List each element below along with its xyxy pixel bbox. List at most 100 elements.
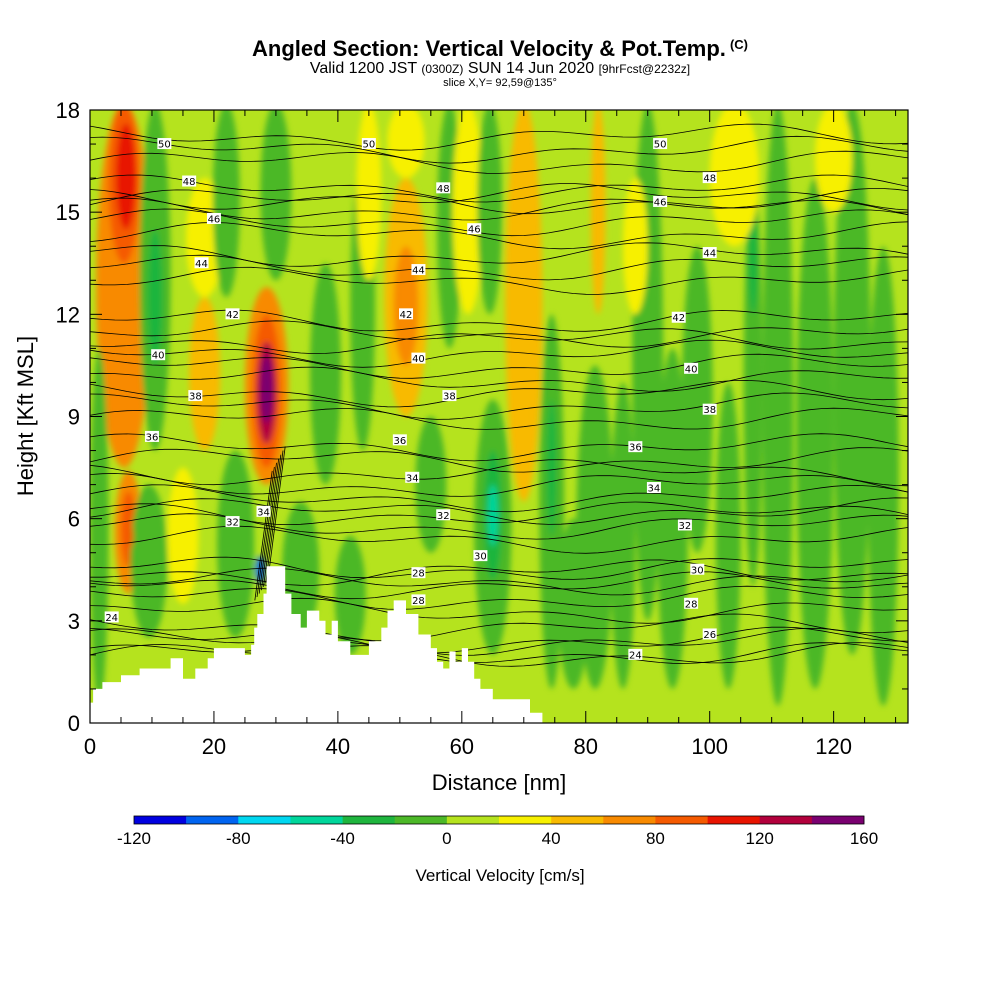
- isentrope-40-0: [90, 366, 908, 392]
- slope-isentrope-1: [256, 466, 275, 598]
- y-tick-label: 6: [68, 507, 80, 532]
- isentrope-label-text: 38: [703, 405, 716, 416]
- isentrope-40-2: [90, 339, 908, 368]
- isentrope-label-32-1: 32: [436, 509, 451, 522]
- isentrope-label-text: 32: [226, 518, 239, 529]
- isentrope-40-1: [90, 353, 908, 379]
- isentrope-label-text: 28: [412, 569, 425, 580]
- isentrope-40-3: [90, 328, 908, 355]
- colorbar: -120 -80 -40 0 40 80 120 160: [117, 815, 878, 848]
- colorbar-swatch-8: [551, 816, 604, 824]
- isentrope-label-38-2: 38: [702, 403, 717, 416]
- isentrope-28-1: [90, 585, 908, 610]
- velocity-cell-19: [309, 263, 341, 485]
- isentrope-label-text: 44: [703, 249, 716, 260]
- velocity-cell-53: [709, 110, 760, 247]
- colorbar-swatch-11: [707, 816, 761, 824]
- isentrope-label-34-1: 34: [405, 471, 420, 484]
- isentrope-label-text: 44: [195, 259, 208, 270]
- isentrope-38-0: [90, 407, 908, 430]
- chart-slice-info: slice X,Y= 92,59@135°: [443, 77, 557, 89]
- velocity-cell-17: [260, 110, 292, 281]
- isentrope-label-38-1: 38: [442, 390, 457, 403]
- velocity-cell-7: [130, 484, 168, 638]
- slope-isentrope-6: [267, 446, 286, 581]
- colorbar-tick-label: 80: [646, 829, 665, 848]
- velocity-cell-34: [516, 178, 537, 485]
- x-tick-label: 20: [202, 734, 226, 759]
- isentrope-label-44-0: 44: [194, 257, 209, 270]
- isentrope-label-50-1: 50: [361, 138, 376, 151]
- isentrope-42-0: [90, 320, 908, 348]
- x-tick-label: 100: [691, 734, 728, 759]
- isentrope-50-0: [90, 150, 908, 174]
- y-axis-label: Height [Kft MSL]: [13, 336, 38, 496]
- colorbar-tick-label: 0: [442, 829, 451, 848]
- isentrope-label-42-2: 42: [671, 311, 686, 324]
- x-tick-label: 0: [84, 734, 96, 759]
- isentrope-label-text: 48: [437, 184, 450, 195]
- isentrope-44-2: [90, 242, 908, 267]
- isentrope-label-text: 38: [189, 392, 202, 403]
- isentrope-label-text: 48: [703, 174, 716, 185]
- colorbar-swatch-12: [759, 816, 813, 824]
- isentrope-label-42-1: 42: [399, 308, 414, 321]
- isentrope-28-2: [90, 571, 908, 600]
- isentrope-50-2: [90, 123, 908, 151]
- isentrope-label-text: 42: [400, 310, 413, 321]
- velocity-cell-12: [217, 450, 255, 638]
- subtitle-forecast: [9hrFcst@2232z]: [598, 62, 691, 76]
- isentrope-label-24-1: 24: [628, 648, 643, 661]
- chart-subtitle: Valid 1200 JST (0300Z) SUN 14 Jun 2020 […: [0, 61, 1000, 77]
- isentrope-label-text: 40: [685, 364, 698, 375]
- subtitle-date: SUN 14 Jun 2020: [467, 60, 595, 77]
- isentrope-44-1: [90, 254, 908, 281]
- isentrope-34-0: [90, 497, 908, 525]
- isentrope-label-32-2: 32: [677, 519, 692, 532]
- isentrope-38-1: [90, 392, 908, 420]
- isentrope-label-40-2: 40: [684, 362, 699, 375]
- isentrope-label-text: 34: [406, 473, 419, 484]
- colorbar-swatch-0: [134, 816, 187, 824]
- isentrope-label-46-2: 46: [653, 195, 668, 208]
- velocity-cell-21: [334, 535, 366, 655]
- velocity-cell-40: [610, 382, 636, 689]
- isentrope-label-text: 34: [648, 484, 661, 495]
- x-tick-label: 80: [574, 734, 598, 759]
- isentrope-label-24-0: 24: [104, 611, 119, 624]
- subtitle-valid: Valid 1200 JST: [309, 60, 417, 77]
- isentrope-label-text: 24: [105, 613, 118, 624]
- isentrope-label-text: 32: [437, 511, 450, 522]
- isentrope-label-42-0: 42: [225, 308, 240, 321]
- y-tick-label: 12: [56, 302, 80, 327]
- velocity-cell-52: [867, 246, 899, 706]
- isentrope-46-2: [90, 197, 908, 221]
- isentrope-label-text: 28: [685, 599, 698, 610]
- isentrope-36-1: [90, 433, 908, 462]
- colorbar-title: Vertical Velocity [cm/s]: [415, 866, 584, 885]
- colorbar-tick-label: -40: [330, 829, 355, 848]
- isentrope-label-text: 46: [654, 197, 667, 208]
- isentrope-label-30-1: 30: [690, 563, 705, 576]
- colorbar-swatch-6: [446, 816, 500, 824]
- isentrope-label-text: 42: [672, 313, 685, 324]
- isentrope-label-44-2: 44: [702, 247, 717, 260]
- colorbar-swatch-10: [655, 816, 708, 824]
- colorbar-swatch-7: [499, 816, 552, 824]
- isentrope-label-text: 30: [691, 565, 704, 576]
- isentrope-48-0: [90, 188, 908, 215]
- isentrope-label-text: 50: [158, 140, 171, 151]
- velocity-cell-25: [387, 110, 425, 179]
- isentrope-46-0: [90, 221, 908, 250]
- velocity-cell-42: [622, 178, 648, 315]
- isentrope-label-36-0: 36: [144, 430, 159, 443]
- velocity-cell-44: [681, 246, 713, 553]
- isentrope-38-2: [90, 379, 908, 408]
- isentrope-label-text: 44: [412, 266, 425, 277]
- slope-isentrope-3: [260, 458, 280, 591]
- y-tick-label: 18: [56, 98, 80, 123]
- isentrope-label-48-2: 48: [702, 172, 717, 185]
- isentrope-label-text: 50: [654, 140, 667, 151]
- colorbar-swatch-9: [603, 816, 656, 824]
- y-tick-label: 3: [68, 609, 80, 634]
